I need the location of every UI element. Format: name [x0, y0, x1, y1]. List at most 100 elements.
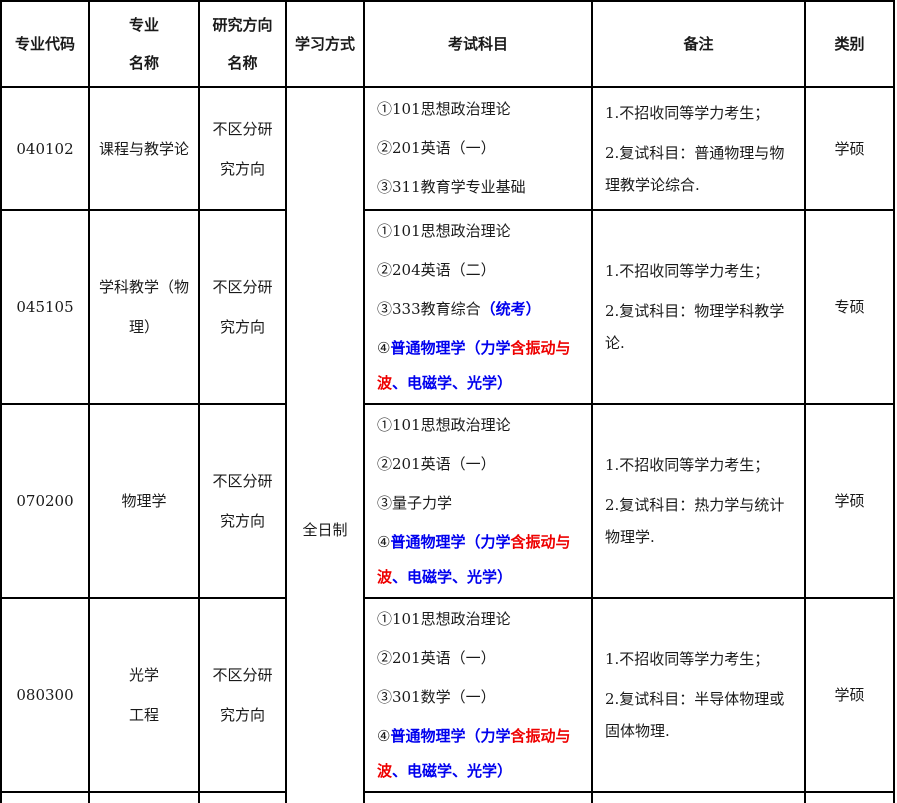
exam-subject-item: ②204英语（二）	[377, 253, 496, 288]
cell-research-direction: 不区分研 究方向	[200, 211, 287, 405]
exam-subject-item: ④普通物理学（力学含振动与波、电磁学、光学）	[377, 719, 583, 789]
cell-major-code: 045105	[2, 211, 90, 405]
cell-notes: 1.不招收同等学力考生； 2.复试科目：普通物理与物理教学论综合.	[593, 88, 806, 211]
exam-subject-item: ④普通物理学（力学含振动与波、电磁学、光学）	[377, 331, 583, 401]
exam-subject-segment: （统考）	[480, 299, 541, 318]
header-cell-notes: 备注	[593, 2, 806, 88]
exam-subject-segment: ③301数学（一）	[377, 687, 496, 706]
header-cell-major-name: 专业 名称	[90, 2, 200, 88]
cell-research-direction: 不区分研 究方向	[200, 599, 287, 793]
note-paragraph: 2.复试科目：半导体物理或固体物理.	[605, 690, 785, 740]
exam-subject-segment: 、电磁学、光学）	[392, 567, 513, 586]
header-label: 专业代码	[14, 35, 75, 53]
exam-subject-segment: 含振动与波	[377, 726, 571, 780]
partial-row-cell	[806, 793, 895, 803]
study-mode-label: 全日制	[302, 521, 348, 539]
exam-subject-segment: 含振动与波	[377, 338, 571, 392]
exam-subject-segment: ③333教育综合	[377, 299, 481, 318]
major-code-value: 070200	[16, 492, 74, 510]
partial-row-cell	[200, 793, 287, 803]
direction-line: 究方向	[219, 159, 265, 178]
partial-row-cell	[365, 793, 593, 803]
direction-line: 究方向	[219, 706, 265, 724]
major-name-line: 物理学	[121, 492, 167, 510]
header-cell-study-mode: 学习方式	[287, 2, 365, 88]
header-label: 备注	[683, 35, 714, 53]
exam-subject-segment: ③311教育学专业基础	[377, 178, 526, 196]
header-label: 专业	[128, 16, 159, 34]
exam-subject-item: ①101思想政治理论	[377, 92, 511, 127]
major-code-value: 045105	[16, 298, 74, 316]
exam-subject-item: ②201英语（一）	[377, 131, 496, 166]
exam-subject-item: ②201英语（一）	[377, 447, 496, 482]
exam-subject-segment: ②201英语（一）	[377, 139, 496, 157]
major-code-value: 040102	[16, 139, 74, 158]
cell-category: 学硕	[806, 88, 895, 211]
header-label: 学习方式	[294, 35, 355, 53]
exam-subject-item: ②201英语（一）	[377, 641, 496, 676]
header-cell-exam-subjects: 考试科目	[365, 2, 593, 88]
header-label: 研究方向	[212, 16, 273, 34]
cell-major-code: 040102	[2, 88, 90, 211]
exam-subject-segment: ②201英语（一）	[377, 454, 496, 473]
category-value: 学硕	[834, 139, 865, 158]
exam-subject-segment: ①101思想政治理论	[377, 221, 511, 240]
cell-exam-subjects: ①101思想政治理论 ②201英语（一） ③311教育学专业基础	[365, 88, 593, 211]
exam-subject-segment: ①101思想政治理论	[377, 100, 511, 118]
exam-subject-item: ③333教育综合（统考）	[377, 292, 541, 327]
exam-subject-segment: ④	[377, 532, 391, 551]
cell-major-name: 光学 工程	[90, 599, 200, 793]
cell-major-name: 学科教学（物 理）	[90, 211, 200, 405]
exam-subject-segment: 普通物理学（力学	[390, 338, 511, 357]
partial-row-cell	[2, 793, 90, 803]
cell-exam-subjects: ①101思想政治理论 ②201英语（一） ③量子力学 ④普通物理学（力学含振动与波、电…	[365, 405, 593, 599]
exam-subject-segment: 含振动与波	[377, 532, 571, 586]
direction-line: 不区分研	[212, 278, 273, 296]
direction-line: 究方向	[219, 318, 265, 336]
cell-study-mode: 全日制	[287, 88, 365, 803]
header-label: 类别	[834, 35, 865, 53]
exam-subject-segment: 普通物理学（力学	[390, 726, 511, 745]
header-label: 考试科目	[447, 35, 508, 53]
exam-subject-segment: ②201英语（一）	[377, 648, 496, 667]
major-code-value: 080300	[16, 686, 74, 704]
header-cell-research-direction: 研究方向 名称	[200, 2, 287, 88]
exam-subject-item: ③量子力学	[377, 486, 452, 521]
major-name-line: 学科教学（物	[98, 278, 189, 296]
cell-category: 专硕	[806, 211, 895, 405]
exam-subject-segment: ①101思想政治理论	[377, 609, 511, 628]
cell-category: 学硕	[806, 405, 895, 599]
exam-subject-item: ③301数学（一）	[377, 680, 496, 715]
category-value: 专硕	[834, 298, 865, 316]
exam-subject-segment: ④	[377, 338, 391, 357]
header-label: 名称	[227, 54, 258, 72]
note-paragraph: 1.不招收同等学力考生；	[605, 456, 770, 474]
cell-major-code: 080300	[2, 599, 90, 793]
exam-subject-item: ④普通物理学（力学含振动与波、电磁学、光学）	[377, 525, 583, 595]
category-value: 学硕	[834, 492, 865, 510]
cell-research-direction: 不区分研 究方向	[200, 88, 287, 211]
header-cell-major-code: 专业代码	[2, 2, 90, 88]
direction-line: 不区分研	[212, 666, 273, 684]
direction-line: 不区分研	[212, 119, 273, 138]
cell-notes: 1.不招收同等学力考生； 2.复试科目：半导体物理或固体物理.	[593, 599, 806, 793]
exam-subject-item: ①101思想政治理论	[377, 602, 511, 637]
header-label: 名称	[128, 54, 159, 72]
direction-line: 究方向	[219, 512, 265, 530]
major-name-line: 工程	[128, 706, 159, 724]
exam-subject-item: ①101思想政治理论	[377, 408, 511, 443]
cell-notes: 1.不招收同等学力考生； 2.复试科目：热力学与统计物理学.	[593, 405, 806, 599]
cell-exam-subjects: ①101思想政治理论 ②201英语（一） ③301数学（一） ④普通物理学（力学含振动…	[365, 599, 593, 793]
exam-subject-segment: 普通物理学（力学	[390, 532, 511, 551]
cell-research-direction: 不区分研 究方向	[200, 405, 287, 599]
exam-subject-segment: 、电磁学、光学）	[392, 373, 513, 392]
exam-subject-segment: 、电磁学、光学）	[392, 761, 513, 780]
exam-subject-item: ①101思想政治理论	[377, 214, 511, 249]
note-paragraph: 2.复试科目：普通物理与物理教学论综合.	[605, 143, 785, 194]
major-name-line: 理）	[128, 318, 159, 336]
cell-major-code: 070200	[2, 405, 90, 599]
exam-subject-segment: ③量子力学	[377, 493, 453, 512]
note-paragraph: 1.不招收同等学力考生；	[605, 103, 770, 122]
